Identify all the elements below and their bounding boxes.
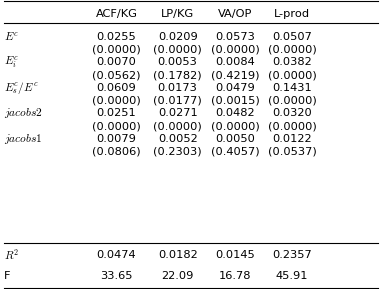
Text: (0.0000): (0.0000) [268,70,317,80]
Text: $E_i^c$: $E_i^c$ [4,55,19,70]
Text: (0.0015): (0.0015) [210,96,259,105]
Text: (0.0000): (0.0000) [153,45,202,55]
Text: 0.0320: 0.0320 [272,108,312,118]
Text: L-prod: L-prod [274,9,310,18]
Text: (0.4057): (0.4057) [210,147,259,156]
Text: 0.0573: 0.0573 [215,32,255,42]
Text: 0.0507: 0.0507 [272,32,312,42]
Text: VA/OP: VA/OP [218,9,252,18]
Text: (0.0000): (0.0000) [210,121,259,131]
Text: (0.0177): (0.0177) [153,96,202,105]
Text: 0.0182: 0.0182 [158,250,197,260]
Text: (0.0000): (0.0000) [92,121,141,131]
Text: 0.0084: 0.0084 [215,58,255,67]
Text: (0.0000): (0.0000) [210,45,259,55]
Text: 0.0255: 0.0255 [97,32,136,42]
Text: $E^c$: $E^c$ [4,31,19,43]
Text: (0.0537): (0.0537) [268,147,317,156]
Text: 45.91: 45.91 [276,271,309,281]
Text: (0.0000): (0.0000) [268,121,317,131]
Text: 0.0382: 0.0382 [272,58,312,67]
Text: 0.0271: 0.0271 [158,108,197,118]
Text: $R^2$: $R^2$ [4,247,19,262]
Text: 0.0609: 0.0609 [97,83,136,93]
Text: (0.0000): (0.0000) [268,96,317,105]
Text: (0.0000): (0.0000) [268,45,317,55]
Text: (0.0000): (0.0000) [92,96,141,105]
Text: 0.0050: 0.0050 [215,134,255,144]
Text: 0.0053: 0.0053 [158,58,197,67]
Text: 0.1431: 0.1431 [272,83,312,93]
Text: 0.0173: 0.0173 [158,83,197,93]
Text: 22.09: 22.09 [162,271,194,281]
Text: 16.78: 16.78 [219,271,251,281]
Text: (0.2303): (0.2303) [153,147,202,156]
Text: LP/KG: LP/KG [161,9,194,18]
Text: (0.1782): (0.1782) [153,70,202,80]
Text: 0.0079: 0.0079 [97,134,136,144]
Text: (0.0000): (0.0000) [153,121,202,131]
Text: (0.0806): (0.0806) [92,147,141,156]
Text: 0.0479: 0.0479 [215,83,255,93]
Text: ACF/KG: ACF/KG [96,9,138,18]
Text: (0.4219): (0.4219) [211,70,259,80]
Text: (0.0562): (0.0562) [92,70,141,80]
Text: 33.65: 33.65 [100,271,133,281]
Text: $\mathit{jacobs1}$: $\mathit{jacobs1}$ [4,132,42,146]
Text: 0.0122: 0.0122 [272,134,312,144]
Text: $\mathit{jacobs2}$: $\mathit{jacobs2}$ [4,106,42,120]
Text: $E_s^c/E^c$: $E_s^c/E^c$ [4,80,39,96]
Text: (0.0000): (0.0000) [92,45,141,55]
Text: 0.0145: 0.0145 [215,250,255,260]
Text: 0.2357: 0.2357 [272,250,312,260]
Text: 0.0052: 0.0052 [158,134,197,144]
Text: F: F [4,271,10,281]
Text: 0.0209: 0.0209 [158,32,197,42]
Text: 0.0251: 0.0251 [97,108,136,118]
Text: 0.0070: 0.0070 [97,58,136,67]
Text: 0.0482: 0.0482 [215,108,255,118]
Text: 0.0474: 0.0474 [97,250,136,260]
